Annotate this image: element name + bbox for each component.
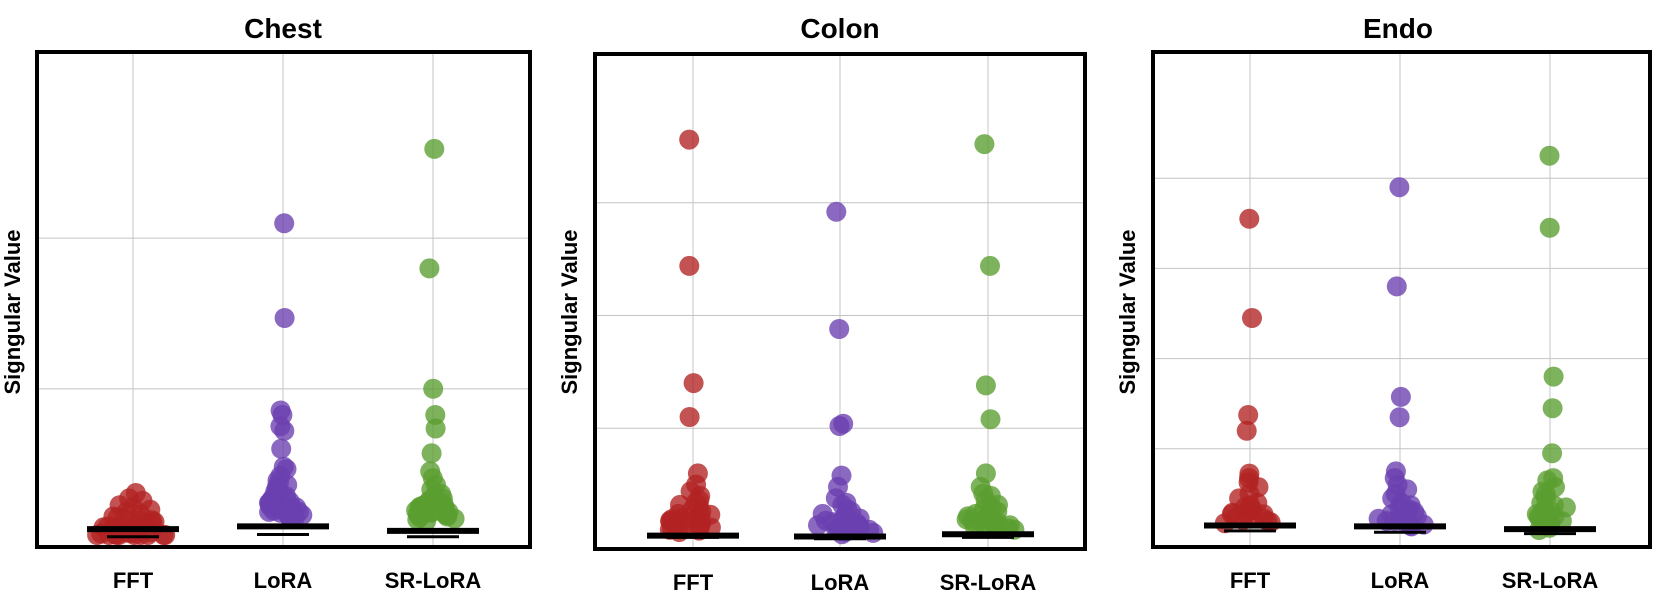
- point-fft-31: [660, 510, 681, 531]
- x-tick-fft-colon: FFT: [673, 570, 714, 595]
- point-sr-lora-4: [1542, 443, 1563, 464]
- point-lora-1: [274, 308, 295, 328]
- point-lora-0: [1389, 177, 1410, 198]
- point-fft-1: [679, 255, 700, 276]
- medians-colon: [647, 531, 1034, 541]
- point-sr-lora-26: [962, 510, 983, 531]
- point-fft-2: [1238, 405, 1259, 425]
- x-ticks-chest: FFT LoRA SR-LoRA: [113, 568, 482, 593]
- panel-title-endo: Endo: [1363, 13, 1433, 44]
- point-lora-5: [274, 420, 295, 441]
- point-fft-2: [683, 373, 704, 394]
- point-lora-6: [271, 438, 292, 459]
- point-fft-24: [1241, 499, 1262, 520]
- point-lora-3: [1389, 407, 1410, 428]
- x-tick-lora-endo: LoRA: [1371, 568, 1430, 593]
- medians-chest: [87, 523, 479, 539]
- x-tick-lora-chest: LoRA: [254, 568, 313, 593]
- y-axis-label-chest: Signgular Value: [0, 229, 25, 394]
- x-tick-sr-lora-endo: SR-LoRA: [1502, 568, 1599, 593]
- point-sr-lora-24: [1528, 506, 1549, 527]
- point-lora-1: [829, 319, 850, 339]
- point-fft-25: [1221, 504, 1242, 525]
- x-tick-sr-lora-colon: SR-LoRA: [940, 570, 1037, 595]
- point-lora-37: [259, 492, 279, 513]
- point-fft-22: [1260, 512, 1281, 533]
- points-endo: [1214, 145, 1576, 540]
- point-lora-3: [829, 416, 850, 436]
- point-lora-0: [274, 213, 295, 234]
- y-axis-label-endo: Signgular Value: [1115, 229, 1140, 394]
- medians-endo: [1204, 522, 1596, 536]
- point-sr-lora-3: [980, 409, 1001, 430]
- panel-chest: Chest Signgular Value FFT LoRA SR-LoRA: [0, 13, 532, 593]
- point-fft-1: [1242, 308, 1262, 328]
- point-lora-0: [826, 201, 847, 222]
- point-fft-3: [679, 407, 700, 427]
- point-sr-lora-0: [974, 134, 995, 155]
- plot-frame-colon: [593, 52, 1087, 551]
- panel-title-colon: Colon: [800, 13, 879, 44]
- y-axis-label-colon: Signgular Value: [557, 229, 582, 394]
- points-chest: [87, 138, 465, 545]
- point-sr-lora-2: [423, 378, 444, 399]
- point-sr-lora-25: [1551, 511, 1572, 531]
- x-ticks-endo: FFT LoRA SR-LoRA: [1230, 568, 1599, 593]
- plot-frame-chest: [35, 50, 532, 549]
- point-sr-lora-1: [419, 258, 440, 279]
- point-fft-0: [679, 129, 700, 150]
- panel-title-chest: Chest: [244, 13, 322, 44]
- point-fft-33: [688, 517, 709, 538]
- point-sr-lora-0: [1539, 145, 1560, 166]
- point-sr-lora-2: [975, 375, 996, 396]
- panel-endo: Endo Signgular Value FFT LoRA SR-LoRA: [1115, 13, 1652, 593]
- panel-colon: Colon Signgular Value FFT LoRA SR-LoRA: [557, 13, 1087, 595]
- x-tick-fft-endo: FFT: [1230, 568, 1271, 593]
- point-sr-lora-27: [999, 515, 1020, 536]
- point-lora-24: [1406, 506, 1427, 527]
- point-sr-lora-1: [1539, 217, 1560, 238]
- plot-frame-endo: [1151, 50, 1652, 549]
- x-tick-lora-colon: LoRA: [811, 570, 870, 595]
- point-fft-0: [1239, 208, 1260, 229]
- x-tick-sr-lora-chest: SR-LoRA: [385, 568, 482, 593]
- point-lora-39: [288, 501, 309, 522]
- points-colon: [659, 129, 1025, 545]
- point-sr-lora-2: [1543, 366, 1564, 387]
- point-sr-lora-0: [424, 138, 445, 159]
- point-lora-1: [1386, 276, 1407, 297]
- point-lora-28: [808, 515, 828, 536]
- point-sr-lora-4: [425, 418, 446, 439]
- grid-endo: [1155, 54, 1648, 545]
- point-sr-lora-35: [435, 504, 455, 525]
- point-lora-26: [863, 522, 884, 543]
- x-tick-fft-chest: FFT: [113, 568, 154, 593]
- point-sr-lora-5: [421, 443, 442, 464]
- point-lora-2: [1390, 386, 1411, 407]
- point-sr-lora-3: [1542, 398, 1563, 419]
- x-ticks-colon: FFT LoRA SR-LoRA: [673, 570, 1037, 595]
- point-fft-3: [1236, 420, 1257, 441]
- point-sr-lora-1: [980, 255, 1000, 276]
